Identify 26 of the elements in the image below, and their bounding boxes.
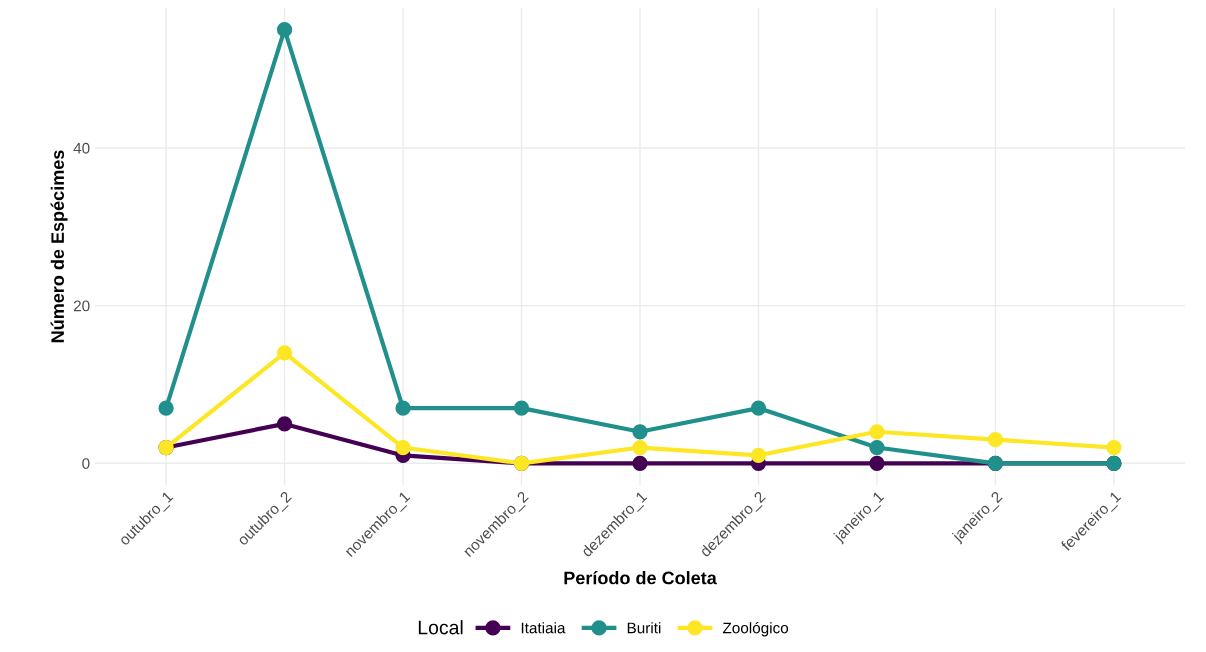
y-tick-label: 40 bbox=[73, 142, 90, 154]
point bbox=[632, 424, 648, 440]
point bbox=[632, 439, 648, 456]
point bbox=[632, 455, 648, 471]
point bbox=[276, 345, 293, 361]
point bbox=[869, 424, 885, 440]
y-tick-label: 0 bbox=[82, 458, 90, 469]
point bbox=[869, 439, 885, 456]
point bbox=[513, 400, 530, 416]
point bbox=[276, 22, 293, 38]
point bbox=[158, 400, 174, 416]
point bbox=[750, 400, 767, 416]
point bbox=[1106, 439, 1122, 456]
point bbox=[987, 432, 1004, 448]
point bbox=[869, 455, 885, 471]
point bbox=[750, 447, 767, 464]
point bbox=[276, 416, 293, 432]
legend-label: Itatiaia bbox=[521, 622, 566, 634]
legend-label: Zoológico bbox=[722, 621, 789, 637]
legend-title: Local bbox=[418, 620, 463, 635]
point bbox=[395, 439, 411, 456]
point bbox=[395, 400, 411, 416]
x-axis-title: Período de Coleta bbox=[564, 570, 717, 585]
y-axis-title: Número de Espécimes bbox=[50, 150, 68, 343]
y-tick-label: 20 bbox=[73, 300, 90, 312]
legend-label: Buriti bbox=[627, 622, 661, 634]
